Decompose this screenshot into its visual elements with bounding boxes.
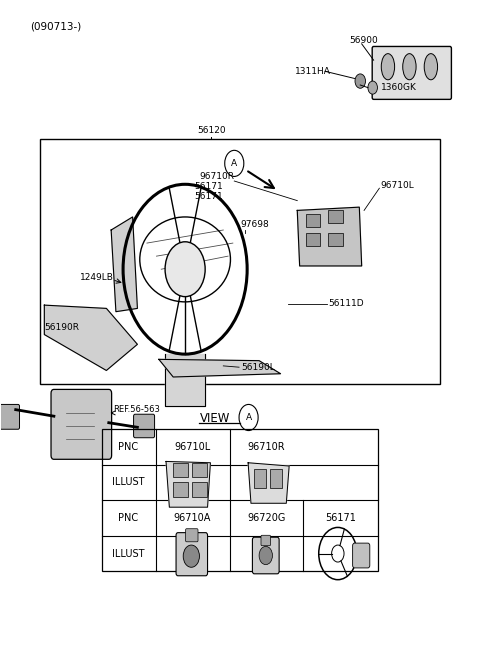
Text: PNC: PNC <box>118 513 138 523</box>
Ellipse shape <box>381 54 395 80</box>
Circle shape <box>368 81 377 94</box>
Polygon shape <box>166 461 210 507</box>
Text: 56120: 56120 <box>197 126 226 135</box>
Bar <box>328 211 343 224</box>
Text: 96710L: 96710L <box>174 441 210 452</box>
Text: 96720G: 96720G <box>247 513 286 523</box>
FancyBboxPatch shape <box>372 47 451 99</box>
FancyBboxPatch shape <box>353 543 370 568</box>
Text: 56111D: 56111D <box>328 298 364 308</box>
Text: 96710L: 96710L <box>381 181 415 190</box>
Bar <box>173 462 188 477</box>
Text: REF.56-563: REF.56-563 <box>114 405 160 414</box>
FancyBboxPatch shape <box>51 390 112 459</box>
Bar <box>192 462 206 477</box>
Bar <box>306 214 320 227</box>
Text: 96710A: 96710A <box>174 513 211 523</box>
Text: A: A <box>231 159 237 168</box>
Bar <box>270 469 282 487</box>
Circle shape <box>165 242 205 297</box>
Circle shape <box>355 74 365 89</box>
Text: 56171: 56171 <box>325 513 356 523</box>
FancyBboxPatch shape <box>261 535 271 546</box>
Text: 56171: 56171 <box>195 182 223 192</box>
Bar <box>306 234 320 247</box>
Polygon shape <box>159 359 281 377</box>
FancyBboxPatch shape <box>186 529 198 542</box>
Polygon shape <box>111 217 137 312</box>
Text: PNC: PNC <box>118 441 138 452</box>
Polygon shape <box>165 354 205 406</box>
Text: 1311HA: 1311HA <box>295 67 331 76</box>
Bar <box>102 428 378 571</box>
Text: 96710R: 96710R <box>199 172 234 181</box>
FancyBboxPatch shape <box>0 405 20 429</box>
Ellipse shape <box>403 54 416 80</box>
Text: 1249LB: 1249LB <box>80 272 114 281</box>
Text: (090713-): (090713-) <box>30 21 81 31</box>
Text: A: A <box>246 413 252 422</box>
Text: 56171: 56171 <box>195 192 223 201</box>
Bar <box>328 234 343 247</box>
Text: 56190R: 56190R <box>44 323 79 333</box>
Bar <box>39 138 441 384</box>
Bar <box>173 482 188 497</box>
Text: 97698: 97698 <box>240 220 269 230</box>
Text: ILLUST: ILLUST <box>112 548 144 558</box>
FancyBboxPatch shape <box>133 414 155 438</box>
Polygon shape <box>248 462 289 503</box>
Text: 96710R: 96710R <box>247 441 285 452</box>
Bar <box>254 469 266 487</box>
Ellipse shape <box>424 54 438 80</box>
FancyBboxPatch shape <box>176 533 207 576</box>
Bar <box>192 482 206 497</box>
Text: 56900: 56900 <box>350 36 379 45</box>
Text: VIEW: VIEW <box>199 412 230 424</box>
Text: 56190L: 56190L <box>241 363 275 372</box>
FancyBboxPatch shape <box>252 537 279 574</box>
Polygon shape <box>44 305 137 371</box>
Circle shape <box>183 545 199 567</box>
Text: ILLUST: ILLUST <box>112 478 144 487</box>
Circle shape <box>259 546 273 565</box>
Polygon shape <box>297 207 362 266</box>
Text: 1360GK: 1360GK <box>381 83 417 92</box>
